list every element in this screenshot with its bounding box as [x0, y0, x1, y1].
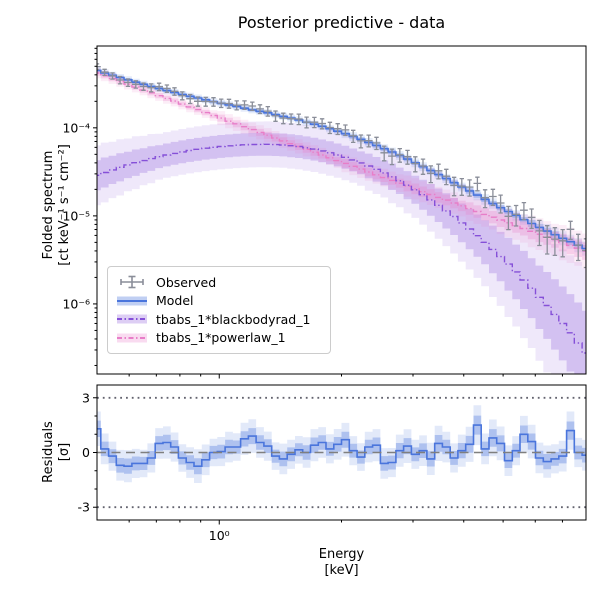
- observed-errorbars: [97, 63, 586, 269]
- bottom-ylabel-line1: Residuals: [41, 421, 56, 483]
- xtick-label: 10⁰: [209, 528, 230, 543]
- bottom-ylabel-line2: [σ]: [57, 442, 72, 462]
- powerlaw-band-outer: [97, 67, 586, 269]
- top-ytick-label: 10⁻⁴: [62, 120, 90, 135]
- powerlaw-line: [97, 72, 586, 252]
- model-band-outer: [97, 66, 586, 256]
- model-band-icon: [117, 296, 147, 306]
- top-ylabel-line1: Folded spectrum: [41, 150, 56, 260]
- xlabel-line1: Energy: [318, 547, 365, 562]
- blackbody-band-icon: [117, 314, 147, 324]
- top-ytick-label: 10⁻⁶: [62, 296, 90, 311]
- blackbodyrad-line: [97, 143, 586, 354]
- xlabel-line2: [keV]: [324, 563, 359, 578]
- legend-label-powerlaw: tbabs_1*powerlaw_1: [156, 330, 286, 346]
- bottom-ytick-label: -3: [78, 500, 90, 515]
- legend-item-model: Model: [117, 292, 322, 310]
- model-line: [97, 69, 586, 250]
- blackbodyrad-band-inner: [97, 132, 586, 374]
- bottom-ytick-label: 0: [82, 445, 90, 460]
- top-ytick-label: 10⁻⁵: [62, 208, 90, 223]
- powerlaw-band-inner: [97, 70, 586, 260]
- residual-line: [97, 424, 586, 467]
- legend-label-blackbodyrad: tbabs_1*blackbodyrad_1: [156, 311, 311, 327]
- residual-panel-content: [97, 396, 586, 509]
- top-panel-content: [97, 63, 586, 374]
- bottom-ytick-label: 3: [82, 390, 90, 405]
- top-ylabel-line2: [ct keV⁻¹ s⁻¹ cm⁻²]: [57, 144, 72, 266]
- top-ylabel: Folded spectrum [ct keV⁻¹ s⁻¹ cm⁻²]: [41, 144, 73, 266]
- powerlaw-band-icon: [117, 333, 147, 343]
- ticks: [93, 47, 563, 525]
- errorbar-marker-icon: [120, 275, 144, 289]
- xlabel: Energy [keV]: [97, 547, 586, 579]
- chart-title: Posterior predictive - data: [237, 13, 446, 32]
- legend: Observed Model tbabs_1*blackbodyrad_1 tb…: [107, 266, 331, 354]
- legend-item-observed: Observed: [117, 273, 322, 291]
- legend-item-blackbodyrad: tbabs_1*blackbodyrad_1: [117, 310, 322, 328]
- legend-label-model: Model: [156, 293, 194, 309]
- legend-item-powerlaw: tbabs_1*powerlaw_1: [117, 329, 322, 347]
- legend-label-observed: Observed: [156, 274, 217, 290]
- bottom-ylabel: Residuals [σ]: [41, 421, 73, 483]
- blackbodyrad-band-outer: [97, 121, 586, 374]
